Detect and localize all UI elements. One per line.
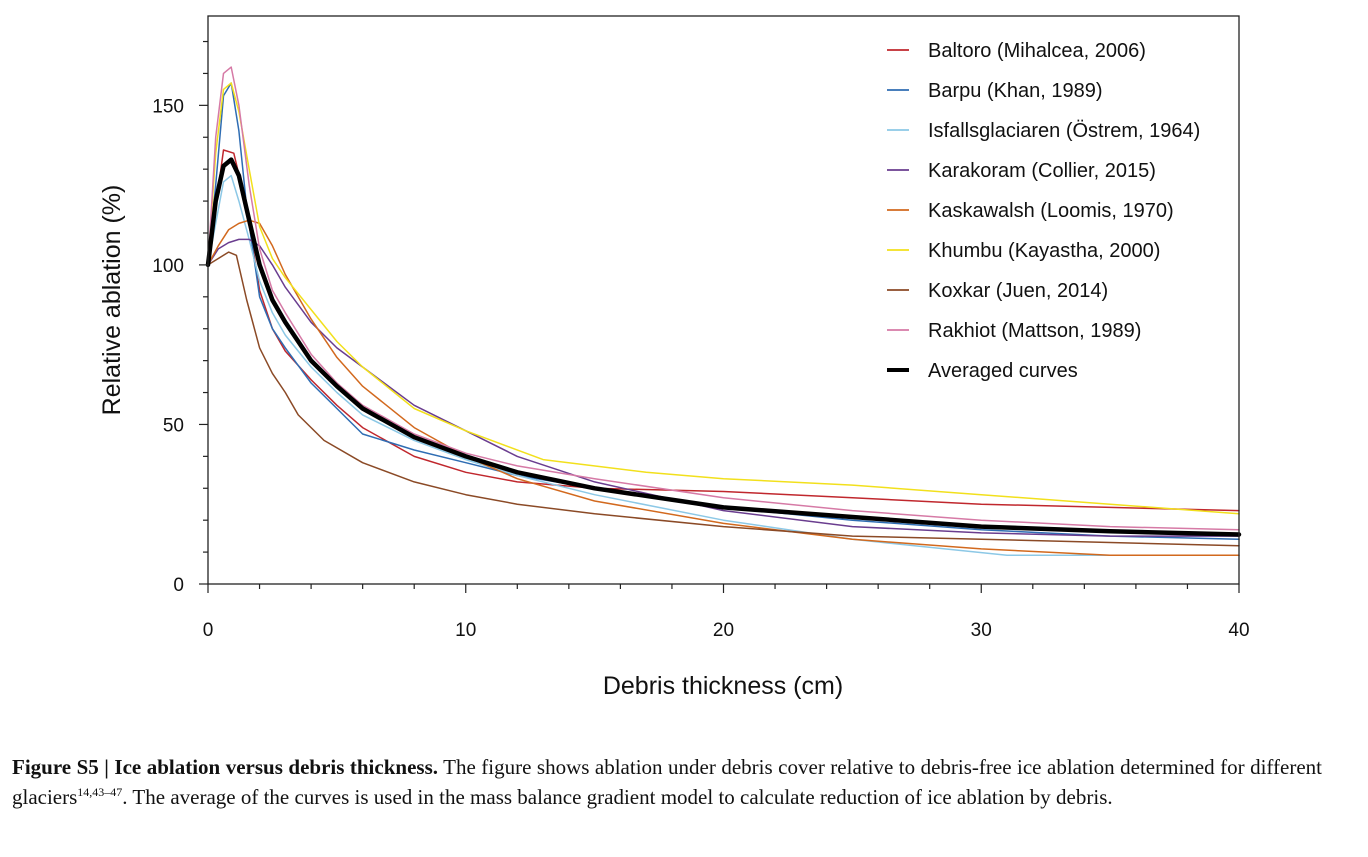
series-line-5 <box>207 82 1240 515</box>
series-line-1 <box>207 82 1240 541</box>
legend-label-6: Koxkar (Juen, 2014) <box>928 280 1108 302</box>
axes: 0 10 20 30 40 0 50 100 150 <box>152 40 1250 641</box>
x-axis-title: Debris thickness (cm) <box>603 672 843 700</box>
x-tick-label: 0 <box>203 620 214 641</box>
series-line-6 <box>207 251 1240 547</box>
y-tick-label: 0 <box>173 575 184 596</box>
legend-label-5: Khumbu (Kayastha, 2000) <box>928 240 1160 262</box>
y-tick-label: 150 <box>152 96 184 117</box>
legend-label-1: Barpu (Khan, 1989) <box>928 80 1103 102</box>
chart: 0 10 20 30 40 0 50 100 150 Debris thickness (cm)… <box>98 15 1250 700</box>
legend-label-3: Karakoram (Collier, 2015) <box>928 160 1156 182</box>
caption-text-2: . The average of the curves is used in t… <box>122 785 1113 809</box>
x-tick-label: 20 <box>713 620 734 641</box>
y-axis-title: Relative ablation (%) <box>98 185 126 416</box>
legend-label-2: Isfallsglaciaren (Östrem, 1964) <box>928 120 1200 142</box>
series-line-3 <box>207 238 1240 537</box>
x-tick-label: 10 <box>455 620 476 641</box>
caption-references: 14,43–47 <box>77 785 123 799</box>
series-line-0 <box>207 149 1240 512</box>
series-line-8 <box>205 157 1242 537</box>
caption-text-1: The figure shows ablation under debris c… <box>12 755 1322 809</box>
figure-caption: Figure S5 | Ice ablation versus debris t… <box>12 752 1322 812</box>
legend-label-4: Kaskawalsh (Loomis, 1970) <box>928 200 1174 222</box>
series-line-4 <box>207 219 1240 557</box>
legend-label-0: Baltoro (Mihalcea, 2006) <box>928 40 1146 62</box>
legend-label-8: Averaged curves <box>928 360 1078 382</box>
y-tick-label: 50 <box>163 415 184 436</box>
series-line-7 <box>207 66 1240 531</box>
x-tick-label: 30 <box>971 620 992 641</box>
caption-label: Figure S5 | Ice ablation versus debris t… <box>12 755 438 779</box>
legend: Baltoro (Mihalcea, 2006) Barpu (Khan, 198… <box>887 40 1200 382</box>
legend-label-7: Rakhiot (Mattson, 1989) <box>928 320 1141 342</box>
plot-marks <box>205 66 1242 557</box>
x-tick-label: 40 <box>1228 620 1249 641</box>
y-tick-label: 100 <box>152 256 184 277</box>
